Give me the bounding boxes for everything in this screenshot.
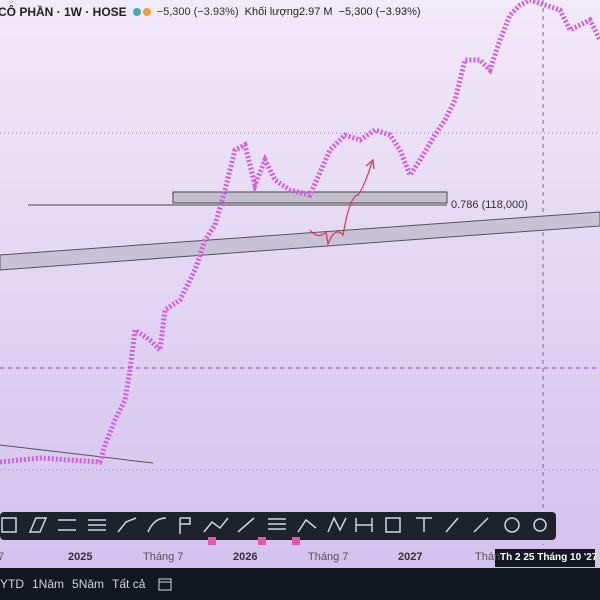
volume-value: 2.97 M bbox=[298, 6, 333, 18]
symbol-header: CÔ PHẦN · 1W · HOSE −5,300 (−3.93%) Khối… bbox=[0, 0, 600, 24]
tool-icon[interactable] bbox=[268, 518, 286, 530]
marker-icon bbox=[258, 537, 266, 545]
chart-canvas bbox=[0, 0, 600, 568]
range-bar: YTD 1Năm 5Năm Tất cả bbox=[0, 568, 600, 600]
time-label: Thán bbox=[475, 551, 501, 563]
status-dot bbox=[142, 8, 151, 16]
price-change: −5,300 (−3.93%) bbox=[156, 6, 239, 18]
crosshair-date: Th 2 25 Tháng 10 '27 bbox=[500, 552, 598, 563]
time-label: Tháng 7 bbox=[143, 551, 184, 563]
marker-icon bbox=[208, 537, 216, 545]
range-button[interactable]: 5Năm bbox=[72, 577, 105, 591]
time-label: 7 bbox=[0, 551, 5, 563]
trendline bbox=[0, 444, 154, 464]
drawn-projection bbox=[309, 158, 375, 247]
channel bbox=[0, 211, 600, 271]
tool-icon[interactable] bbox=[1, 517, 17, 533]
marker-icon bbox=[292, 537, 300, 545]
tool-icon[interactable] bbox=[58, 519, 76, 531]
time-label: 2026 bbox=[233, 551, 258, 563]
time-label: 2027 bbox=[398, 551, 423, 563]
tool-icon[interactable] bbox=[385, 517, 401, 533]
tool-icon[interactable] bbox=[297, 518, 317, 533]
range-button[interactable]: Tất cả bbox=[112, 577, 146, 591]
tool-icon[interactable] bbox=[416, 517, 432, 532]
tool-icon[interactable] bbox=[355, 518, 373, 532]
date-range-icon[interactable] bbox=[157, 576, 173, 592]
tool-icon[interactable] bbox=[327, 516, 347, 533]
tool-icon[interactable] bbox=[117, 517, 137, 533]
tool-icon[interactable] bbox=[533, 518, 547, 532]
tool-icon[interactable] bbox=[179, 517, 191, 534]
tool-icon[interactable] bbox=[28, 517, 48, 533]
tool-icon[interactable] bbox=[445, 517, 459, 533]
chart-background bbox=[0, 0, 600, 568]
tool-icon[interactable] bbox=[237, 517, 255, 533]
tool-icon[interactable] bbox=[147, 517, 167, 533]
time-label: 2025 bbox=[68, 551, 93, 563]
drawing-toolbar bbox=[0, 512, 556, 540]
tool-icon[interactable] bbox=[203, 517, 229, 533]
fib-label: 0.786 (118,000) bbox=[451, 199, 528, 211]
toolbar-icons bbox=[1, 516, 547, 534]
symbol-title: CÔ PHẦN · 1W · HOSE bbox=[0, 5, 127, 19]
price-bars bbox=[0, 0, 600, 465]
volume-label: Khối lượng bbox=[244, 6, 299, 18]
status-dot bbox=[132, 8, 141, 16]
volume-change: −5,300 (−3.93%) bbox=[338, 6, 421, 18]
range-button[interactable]: 1Năm bbox=[32, 577, 65, 591]
tool-icon[interactable] bbox=[88, 519, 106, 531]
tool-icon[interactable] bbox=[473, 517, 489, 533]
range-button[interactable]: YTD bbox=[0, 577, 24, 591]
tool-icon[interactable] bbox=[504, 517, 520, 533]
time-label: Tháng 7 bbox=[308, 551, 349, 563]
crosshair-label-bg bbox=[495, 549, 595, 567]
